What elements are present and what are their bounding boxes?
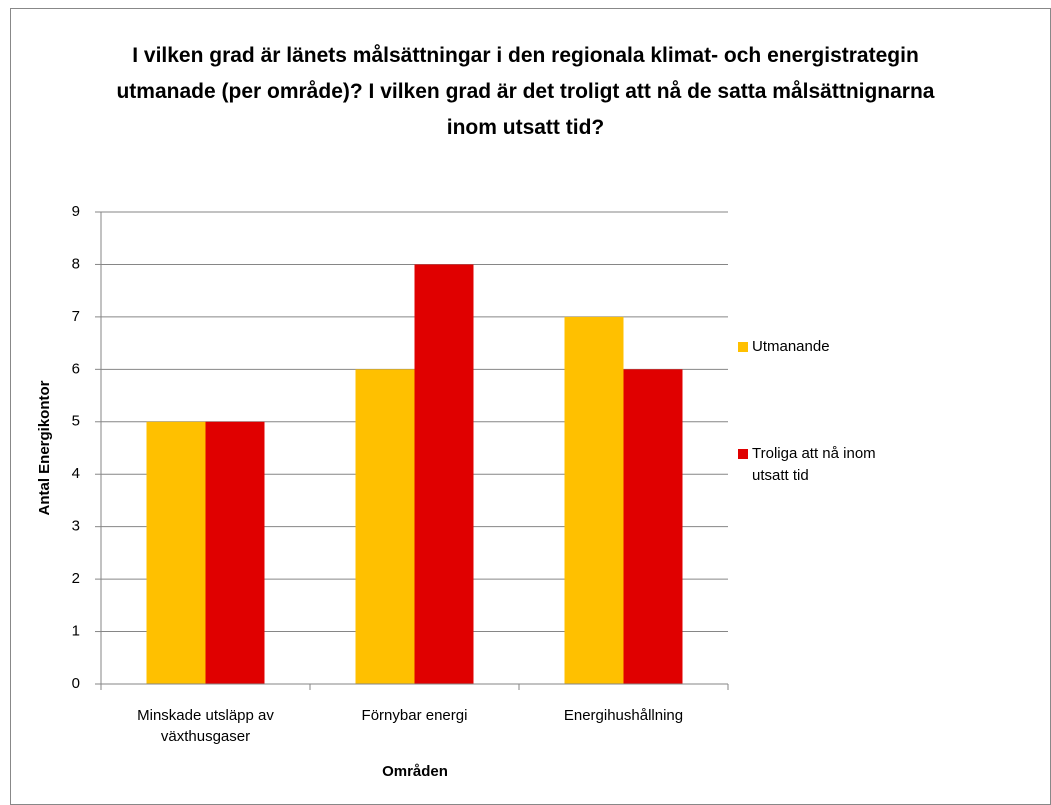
x-tick-label: Energihushållning (563, 707, 684, 724)
y-axis-label: Antal Energikontor (36, 380, 53, 515)
y-tick-label: 9 (72, 203, 80, 220)
legend-swatch (738, 449, 748, 459)
y-tick-label: 0 (72, 675, 80, 692)
bar (355, 369, 415, 684)
y-tick-label: 3 (72, 518, 80, 535)
legend-swatch (738, 342, 748, 352)
x-axis-label: Områden (382, 763, 448, 780)
bar (414, 264, 474, 684)
y-tick-label: 5 (72, 413, 80, 430)
y-tick-label: 7 (72, 308, 80, 325)
y-tick-label: 8 (72, 255, 80, 272)
y-tick-label: 2 (72, 570, 80, 587)
x-tick-label: Förnybar energi (361, 707, 468, 724)
legend-label: Utmanande (752, 338, 830, 355)
y-tick-label: 1 (72, 623, 80, 640)
legend-label: Troliga att nå inom utsatt tid (752, 445, 876, 484)
y-tick-label: 6 (72, 360, 80, 377)
bar (564, 316, 624, 684)
x-tick-label: Minskade utsläpp av växthusgaser (137, 707, 274, 745)
chart-title: I vilken grad är länets målsättningar i … (116, 44, 935, 139)
bar (205, 421, 265, 684)
bar (146, 421, 206, 684)
bar (623, 369, 683, 684)
y-tick-label: 4 (72, 465, 80, 482)
